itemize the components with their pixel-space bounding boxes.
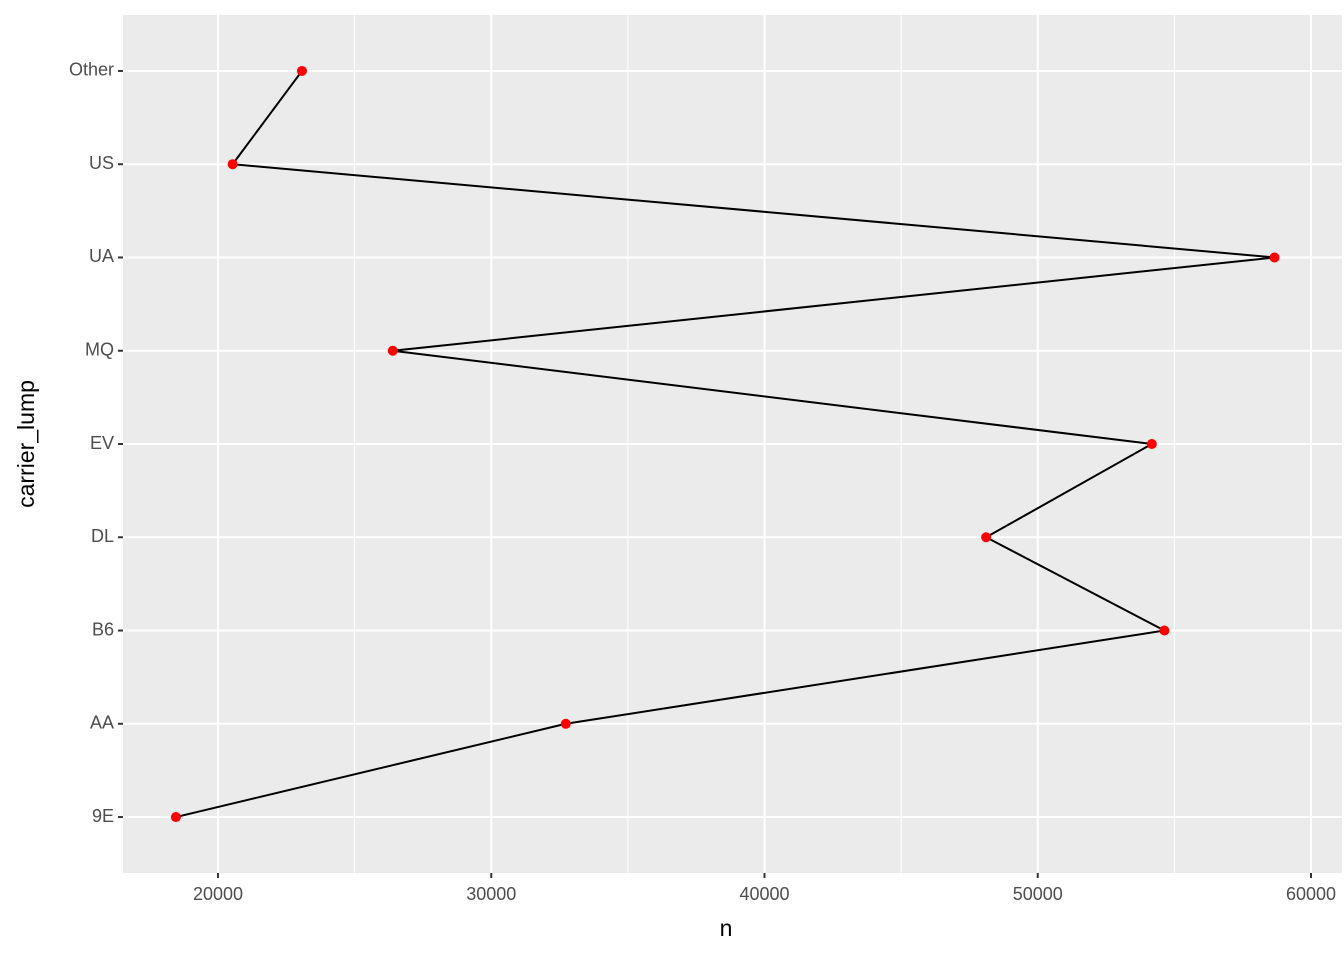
x-tick-label: 50000 bbox=[1013, 884, 1063, 904]
point bbox=[227, 159, 238, 170]
point bbox=[981, 532, 992, 543]
y-tick-label: 9E bbox=[92, 806, 114, 826]
x-axis-title: n bbox=[720, 915, 733, 941]
point bbox=[1269, 252, 1280, 263]
y-tick-label: B6 bbox=[92, 619, 114, 639]
y-tick-label: MQ bbox=[85, 339, 114, 359]
point bbox=[296, 65, 307, 76]
point bbox=[560, 718, 571, 729]
x-tick-label: 60000 bbox=[1286, 884, 1336, 904]
y-tick-label: Other bbox=[69, 60, 114, 80]
y-tick-label: AA bbox=[90, 713, 114, 733]
x-tick-label: 30000 bbox=[466, 884, 516, 904]
y-tick-label: US bbox=[89, 153, 114, 173]
y-tick-label: UA bbox=[89, 246, 114, 266]
y-tick-label: EV bbox=[90, 433, 114, 453]
y-axis-title: carrier_lump bbox=[13, 380, 39, 508]
x-tick-label: 40000 bbox=[739, 884, 789, 904]
point bbox=[1159, 625, 1170, 636]
point bbox=[1146, 439, 1157, 449]
point bbox=[387, 345, 398, 356]
y-tick-label: DL bbox=[91, 526, 114, 546]
x-tick-label: 20000 bbox=[193, 884, 243, 904]
point bbox=[170, 812, 181, 823]
